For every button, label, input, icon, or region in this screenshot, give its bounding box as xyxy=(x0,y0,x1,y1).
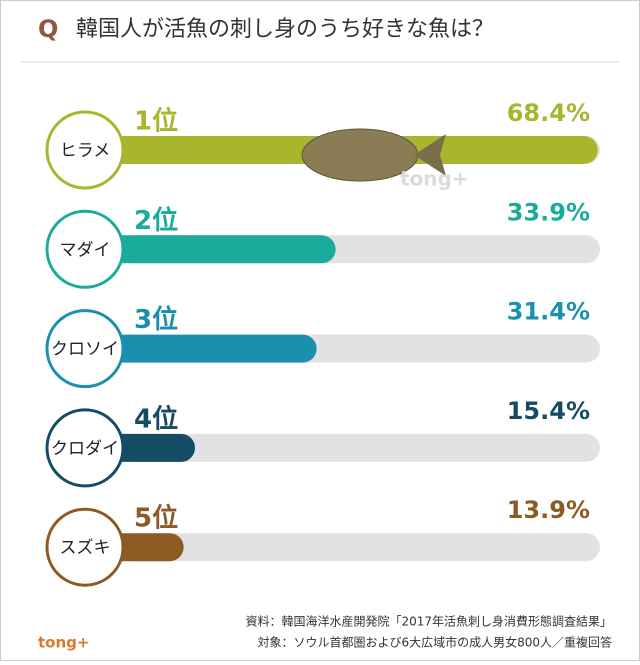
category-label: ヒラメ xyxy=(60,141,111,161)
category-badge xyxy=(45,507,125,587)
rank-label: 4位 xyxy=(134,403,178,434)
source: 資料：韓国海洋水産開発院「2017年活魚刺し身消費形態調査結果」 xyxy=(245,614,612,629)
category-label: クロダイ xyxy=(51,439,119,459)
subject: 対象：ソウル首都圏および6大広域市の成人男女800人／重複回答 xyxy=(257,635,612,650)
category-badge xyxy=(45,408,125,488)
chart-title: 韓国人が活魚の刺し身のうち好きな魚は？ xyxy=(76,17,494,42)
rank-label: 3位 xyxy=(134,304,178,335)
category-label: スズキ xyxy=(60,538,111,558)
category-badge xyxy=(45,209,125,289)
category-label: マダイ xyxy=(60,240,111,260)
bar xyxy=(106,235,336,264)
rank-label: 1位 xyxy=(134,106,178,137)
value-label: 68.4% xyxy=(507,99,590,127)
question-mark: Q xyxy=(38,15,58,43)
value-label: 31.4% xyxy=(507,298,590,326)
bar xyxy=(106,433,196,462)
bar xyxy=(106,334,317,363)
fish-illustration: tong+ xyxy=(301,128,469,191)
rank-label: 2位 xyxy=(134,205,178,236)
bar-track xyxy=(120,433,600,462)
value-label: 13.9% xyxy=(507,496,590,524)
category-label: クロソイ xyxy=(51,340,119,360)
watermark: tong+ xyxy=(400,167,469,191)
category-badge xyxy=(45,309,125,389)
bar xyxy=(106,533,184,562)
category-badge xyxy=(45,110,125,190)
value-label: 15.4% xyxy=(507,397,590,425)
bar-track xyxy=(120,533,600,562)
logo: tong+ xyxy=(38,634,89,652)
rank-label: 5位 xyxy=(134,503,178,534)
value-label: 33.9% xyxy=(507,198,590,226)
